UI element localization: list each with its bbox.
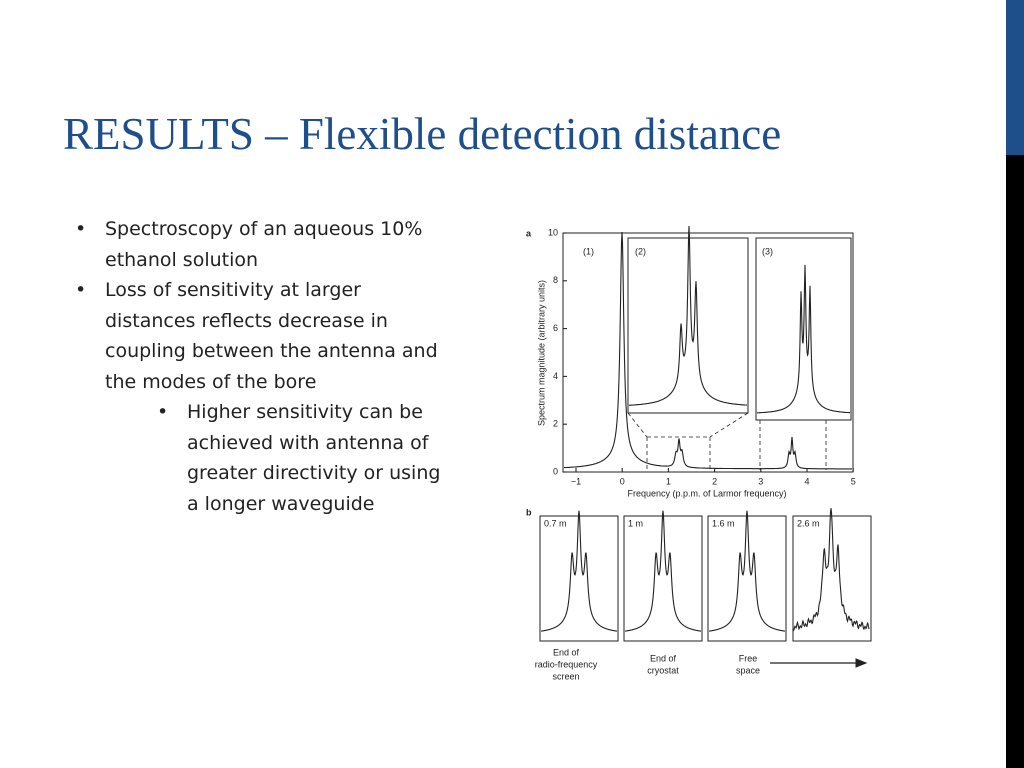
figure-label: b	[526, 507, 532, 517]
caption: End of	[553, 647, 580, 657]
y-tick-label: 8	[553, 275, 558, 285]
caption: cryostat	[647, 665, 679, 675]
x-tick-label: 0	[620, 476, 625, 486]
panel-b-frames	[539, 515, 872, 642]
caption: Free	[739, 653, 758, 663]
plot-frame	[562, 232, 854, 473]
y-tick-label: 4	[553, 371, 558, 381]
caption: screen	[552, 671, 579, 681]
spectrum-curve	[541, 510, 617, 632]
x-tick-label: 4	[804, 476, 809, 486]
x-tick-label: −1	[571, 476, 581, 486]
spectra	[541, 225, 870, 632]
bullet-text: Loss of sensitivity at larger distances …	[105, 279, 438, 393]
caption: space	[736, 665, 760, 675]
inset-frame	[627, 237, 749, 414]
distance-label: 2.6 m	[797, 518, 820, 528]
spectrum-curve	[709, 510, 785, 632]
bullet-list: Spectroscopy of an aqueous 10% ethanol s…	[75, 214, 455, 519]
figure-label: a	[526, 228, 532, 238]
x-tick-label: 3	[758, 476, 763, 486]
caption: radio-frequency	[535, 659, 598, 669]
accent-bar	[1006, 155, 1024, 768]
inset-label: (1)	[583, 246, 594, 256]
y-tick-label: 6	[553, 323, 558, 333]
caption: End of	[650, 653, 677, 663]
distance-label: 1 m	[628, 518, 643, 528]
slide-title: RESULTS – Flexible detection distance	[63, 109, 782, 159]
accent-bar	[1006, 0, 1024, 155]
axis-label: Spectrum magnitude (arbitrary units)	[536, 280, 546, 426]
spectrum-curve	[792, 508, 870, 632]
arrow-head	[855, 658, 868, 668]
y-tick-label: 10	[548, 227, 558, 237]
spectrum-curve	[625, 510, 701, 632]
distance-label: 1.6 m	[712, 518, 735, 528]
spectrum-curve	[564, 231, 852, 470]
bullet: Spectroscopy of an aqueous 10% ethanol s…	[75, 214, 455, 275]
axis-label: Frequency (p.p.m. of Larmor frequency)	[627, 488, 786, 498]
x-tick-label: 2	[712, 476, 717, 486]
sub-bullet-list: Higher sensitivity can be achieved with …	[105, 397, 455, 519]
spectrum-curve	[756, 264, 850, 414]
x-tick-label: 1	[666, 476, 671, 486]
sub-bullet: Higher sensitivity can be achieved with …	[157, 397, 455, 519]
y-tick-label: 0	[553, 466, 558, 476]
y-tick-label: 2	[553, 419, 558, 429]
inset-connectors	[627, 412, 827, 470]
distance-label: 0.7 m	[544, 518, 567, 528]
inset-label: (3)	[762, 246, 773, 256]
figure: a 0 2 4 6 8 10 −1 0 1 2 3 4 5 Spectrum magnitude (arbi…	[526, 225, 872, 681]
bullet: Loss of sensitivity at larger distances …	[75, 275, 455, 519]
spectrum-curve	[628, 225, 747, 406]
inset-label: (2)	[635, 246, 646, 256]
x-tick-label: 5	[851, 476, 856, 486]
